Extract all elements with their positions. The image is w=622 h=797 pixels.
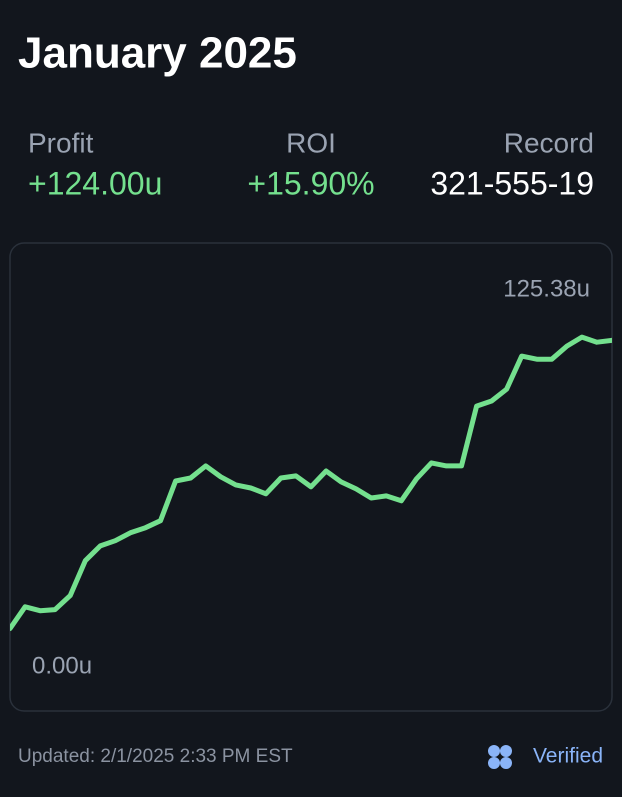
updated-text: Updated: 2/1/2025 2:33 PM EST xyxy=(18,746,293,767)
profit-line xyxy=(10,334,612,632)
stat-label: Record xyxy=(504,127,594,158)
title: January 2025 xyxy=(18,29,297,78)
verified-icon xyxy=(488,745,512,769)
chart-frame xyxy=(9,242,613,712)
stat-label: Profit xyxy=(28,127,94,158)
stat-value: 321-555-19 xyxy=(430,165,594,201)
plot-area xyxy=(10,334,612,632)
stat-value: +124.00u xyxy=(28,165,162,201)
max-label: 125.38u xyxy=(503,275,590,302)
min-label: 0.00u xyxy=(32,652,92,679)
verified-badge[interactable]: Verified xyxy=(533,745,603,768)
stat-label: ROI xyxy=(286,127,336,158)
stat-value: +15.90% xyxy=(247,165,374,201)
